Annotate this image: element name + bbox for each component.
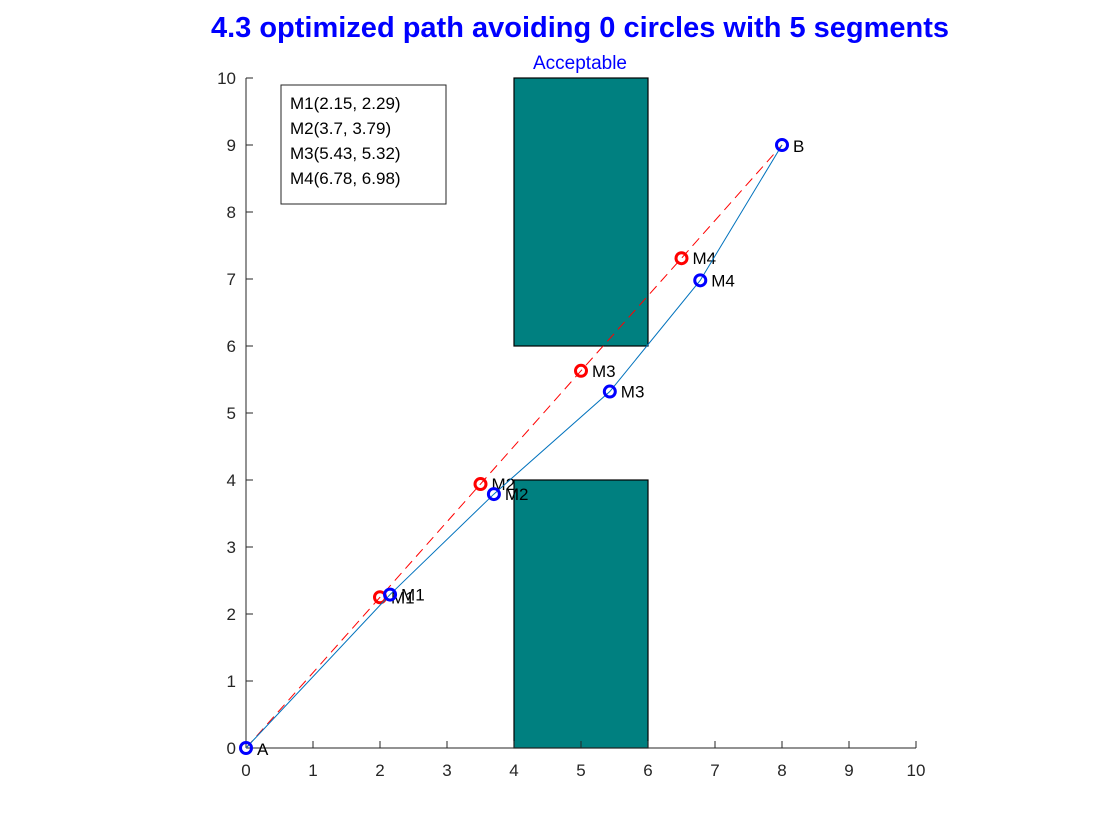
legend-entry: M1(2.15, 2.29) [290,94,401,113]
optimized-waypoint-marker [602,384,617,399]
legend-entry: M4(6.78, 6.98) [290,169,401,188]
optimized-waypoint-marker [486,487,501,502]
x-tick-label: 9 [844,761,853,780]
legend-entry: M2(3.7, 3.79) [290,119,391,138]
initial-waypoint-marker [574,363,588,378]
obstacle-rect-upper [513,77,649,347]
optimized-waypoint-label: M3 [621,383,645,402]
initial-path-line [245,144,783,749]
optimized-waypoint-label: M2 [505,485,529,504]
x-tick-label: 1 [308,761,317,780]
legend-frame [280,84,447,205]
initial-waypoint-label: M1 [391,588,415,607]
initial-waypoint-marker [674,251,689,266]
legend-box: M1(2.15, 2.29) M2(3.7, 3.79) M3(5.43, 5.… [280,84,447,205]
x-tick-label: 5 [576,761,585,780]
optimized-waypoint-marker [383,587,398,602]
x-tick-label: 3 [442,761,451,780]
optimized-waypoint-label: M4 [711,271,735,290]
initial-waypoint-label: M3 [592,362,616,381]
x-tick-label: 2 [375,761,384,780]
y-tick-label: 9 [227,136,236,155]
y-tick-label: 3 [227,538,236,557]
initial-waypoint-label: M4 [693,249,717,268]
optimized-path-line [245,144,783,749]
endpoint-marker [239,741,253,755]
endpoint-label: A [257,740,269,759]
x-tick-label: 4 [509,761,518,780]
y-tick-label: 6 [227,337,236,356]
obstacle-rect-lower [513,479,649,749]
legend-entry: M3(5.43, 5.32) [290,144,401,163]
optimized-waypoint-label: M1 [401,586,425,605]
chart-title: 4.3 optimized path avoiding 0 circles wi… [211,12,949,44]
y-tick-label: 2 [227,605,236,624]
y-tick-label: 7 [227,270,236,289]
x-tick-label: 10 [907,761,926,780]
optimized-waypoint-marker [693,273,708,288]
x-tick-label: 7 [710,761,719,780]
x-tick-label: 8 [777,761,786,780]
x-tick-label: 0 [241,761,250,780]
initial-waypoint-marker [473,477,488,492]
initial-path-series: M1 M2 M3 M4 [245,144,783,749]
y-tick-label: 4 [227,471,236,490]
y-tick-label: 10 [217,69,236,88]
y-tick-label: 8 [227,203,236,222]
axes-layer: 0 1 2 3 4 5 6 7 8 9 10 0 1 2 3 4 5 6 7 8 9 10 [217,69,925,780]
obstacles-layer [513,77,649,749]
endpoint-marker [775,138,789,152]
x-tick-label: 6 [643,761,652,780]
endpoint-label: B [793,137,804,156]
optimized-path-series: M1 M2 M3 M4 [245,144,783,749]
y-tick-label: 0 [227,739,236,758]
y-tick-label: 5 [227,404,236,423]
y-tick-label: 1 [227,672,236,691]
chart-subtitle: Acceptable [533,53,627,74]
endpoints-layer: AB [239,137,804,759]
